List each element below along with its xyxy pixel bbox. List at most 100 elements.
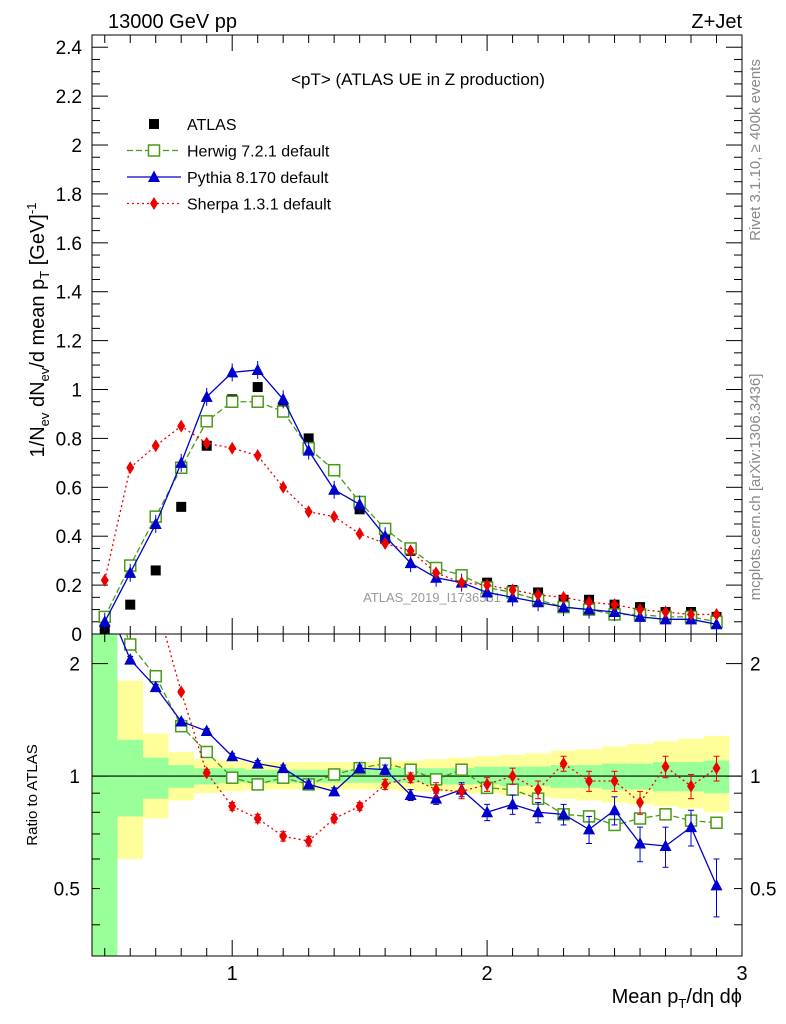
ratio-point-herwig <box>506 783 519 796</box>
point-sherpa <box>202 436 211 450</box>
ratio-point-sherpa <box>152 594 160 607</box>
point-sherpa <box>585 595 594 609</box>
point-sherpa <box>279 480 288 494</box>
ratio-point-herwig <box>710 816 723 830</box>
point-pythia <box>532 595 545 608</box>
svg-text:1/Nev dNev/d mean pT [GeV]-1: 1/Nev dNev/d mean pT [GeV]-1 <box>24 203 52 458</box>
legend-label-pythia: Pythia 8.170 default <box>187 170 329 187</box>
ratio-point-pythia <box>430 792 443 804</box>
y-tick-label: 0.6 <box>56 478 82 499</box>
legend-label-sherpa: Sherpa 1.3.1 default <box>187 197 332 214</box>
point-pythia <box>353 497 366 510</box>
ratio-point-pythia <box>328 784 341 797</box>
ratio-series-sherpa <box>101 413 721 848</box>
ratio-point-pythia <box>710 878 723 891</box>
analysis-watermark: ATLAS_2019_I1736531 <box>363 590 501 605</box>
point-herwig <box>251 395 264 408</box>
y-tick-label: 0.4 <box>56 527 83 548</box>
y-tick-label: 0.8 <box>56 429 82 450</box>
point-pythia <box>149 517 162 529</box>
point-pythia <box>404 556 417 569</box>
ratio-point-pythia <box>99 591 111 603</box>
legend-marker-sherpa <box>150 197 158 210</box>
ratio-point-pythia <box>149 680 162 693</box>
ratio-point-sherpa <box>687 779 696 793</box>
ratio-point-herwig <box>123 638 137 651</box>
point-pythia <box>328 483 341 495</box>
y-tick-label: 0.2 <box>56 576 82 597</box>
ratio-point-sherpa <box>279 829 288 843</box>
ratio-point-herwig <box>276 771 290 784</box>
ratio-point-pythia <box>353 761 366 774</box>
series-line-sherpa <box>104 425 717 616</box>
x-tick-label: 3 <box>736 963 747 985</box>
y-tick-label: 1.8 <box>56 185 82 206</box>
point-herwig <box>327 463 341 477</box>
ratio-point-sherpa <box>636 795 645 809</box>
legend-label-herwig: Herwig 7.2.1 default <box>187 144 330 161</box>
ratio-point-sherpa <box>661 760 670 774</box>
point-herwig <box>225 395 239 408</box>
ratio-point-sherpa <box>483 777 492 791</box>
point-sherpa <box>661 605 670 619</box>
point-pythia <box>175 456 188 468</box>
point-herwig <box>200 415 213 428</box>
series-line-herwig <box>104 401 717 623</box>
y-tick-label: 1 <box>71 381 82 402</box>
point-sherpa <box>151 439 160 453</box>
point-sherpa <box>636 603 645 617</box>
y-tick-label: 1.4 <box>56 283 83 304</box>
legend-label-atlas: ATLAS <box>187 117 237 134</box>
y-tick-label: 2.2 <box>56 87 82 108</box>
y-axis-label-ratio: Ratio to ATLAS <box>24 744 41 845</box>
point-atlas <box>150 565 161 576</box>
point-pythia <box>124 566 137 578</box>
ratio-point-sherpa <box>610 774 619 788</box>
ratio-point-pythia <box>634 837 647 849</box>
point-pythia <box>506 590 519 603</box>
ratio-point-sherpa <box>712 761 721 775</box>
point-sherpa <box>508 583 517 597</box>
point-pythia <box>379 529 392 542</box>
ratio-point-pythia <box>532 805 545 818</box>
point-pythia <box>226 365 239 378</box>
ratio-point-pythia <box>506 797 519 810</box>
point-sherpa <box>177 419 186 433</box>
point-pythia <box>583 603 596 615</box>
ratio-y-tick-label-right: 1 <box>750 767 761 788</box>
ratio-point-sherpa <box>508 769 517 783</box>
point-sherpa <box>712 607 721 621</box>
ratio-point-sherpa <box>559 757 568 771</box>
series-line-pythia <box>104 369 717 625</box>
legend-marker-pythia <box>148 170 160 182</box>
ratio-y-tick-label: 0.5 <box>54 880 80 901</box>
series-sherpa <box>100 419 721 621</box>
ratio-point-sherpa <box>330 811 339 825</box>
band-inner <box>142 757 169 799</box>
band-inner <box>372 768 398 783</box>
point-pythia <box>634 610 647 622</box>
point-sherpa <box>126 461 135 475</box>
y-axis-label-main: 1/Nev dNev/d mean pT [GeV]-1 <box>24 203 52 458</box>
ratio-point-herwig <box>327 768 341 781</box>
ratio-point-pythia <box>175 714 188 727</box>
point-sherpa <box>534 588 543 602</box>
ratio-point-sherpa <box>101 413 109 426</box>
ratio-point-pythia <box>277 761 290 774</box>
point-sherpa <box>381 537 390 551</box>
point-atlas <box>125 599 136 610</box>
point-sherpa <box>610 598 619 612</box>
ratio-point-pythia <box>251 757 264 769</box>
point-sherpa <box>355 527 364 541</box>
point-pythia <box>659 612 672 625</box>
ratio-point-pythia <box>481 805 494 818</box>
ratio-point-sherpa <box>534 783 543 797</box>
point-sherpa <box>100 573 109 587</box>
ratio-point-sherpa <box>253 811 262 825</box>
y-tick-label: 1.6 <box>56 234 82 255</box>
point-pythia <box>481 585 494 598</box>
legend-entry-sherpa: Sherpa 1.3.1 default <box>127 197 332 214</box>
ratio-point-sherpa <box>228 799 237 813</box>
ratio-point-pythia <box>659 839 672 851</box>
